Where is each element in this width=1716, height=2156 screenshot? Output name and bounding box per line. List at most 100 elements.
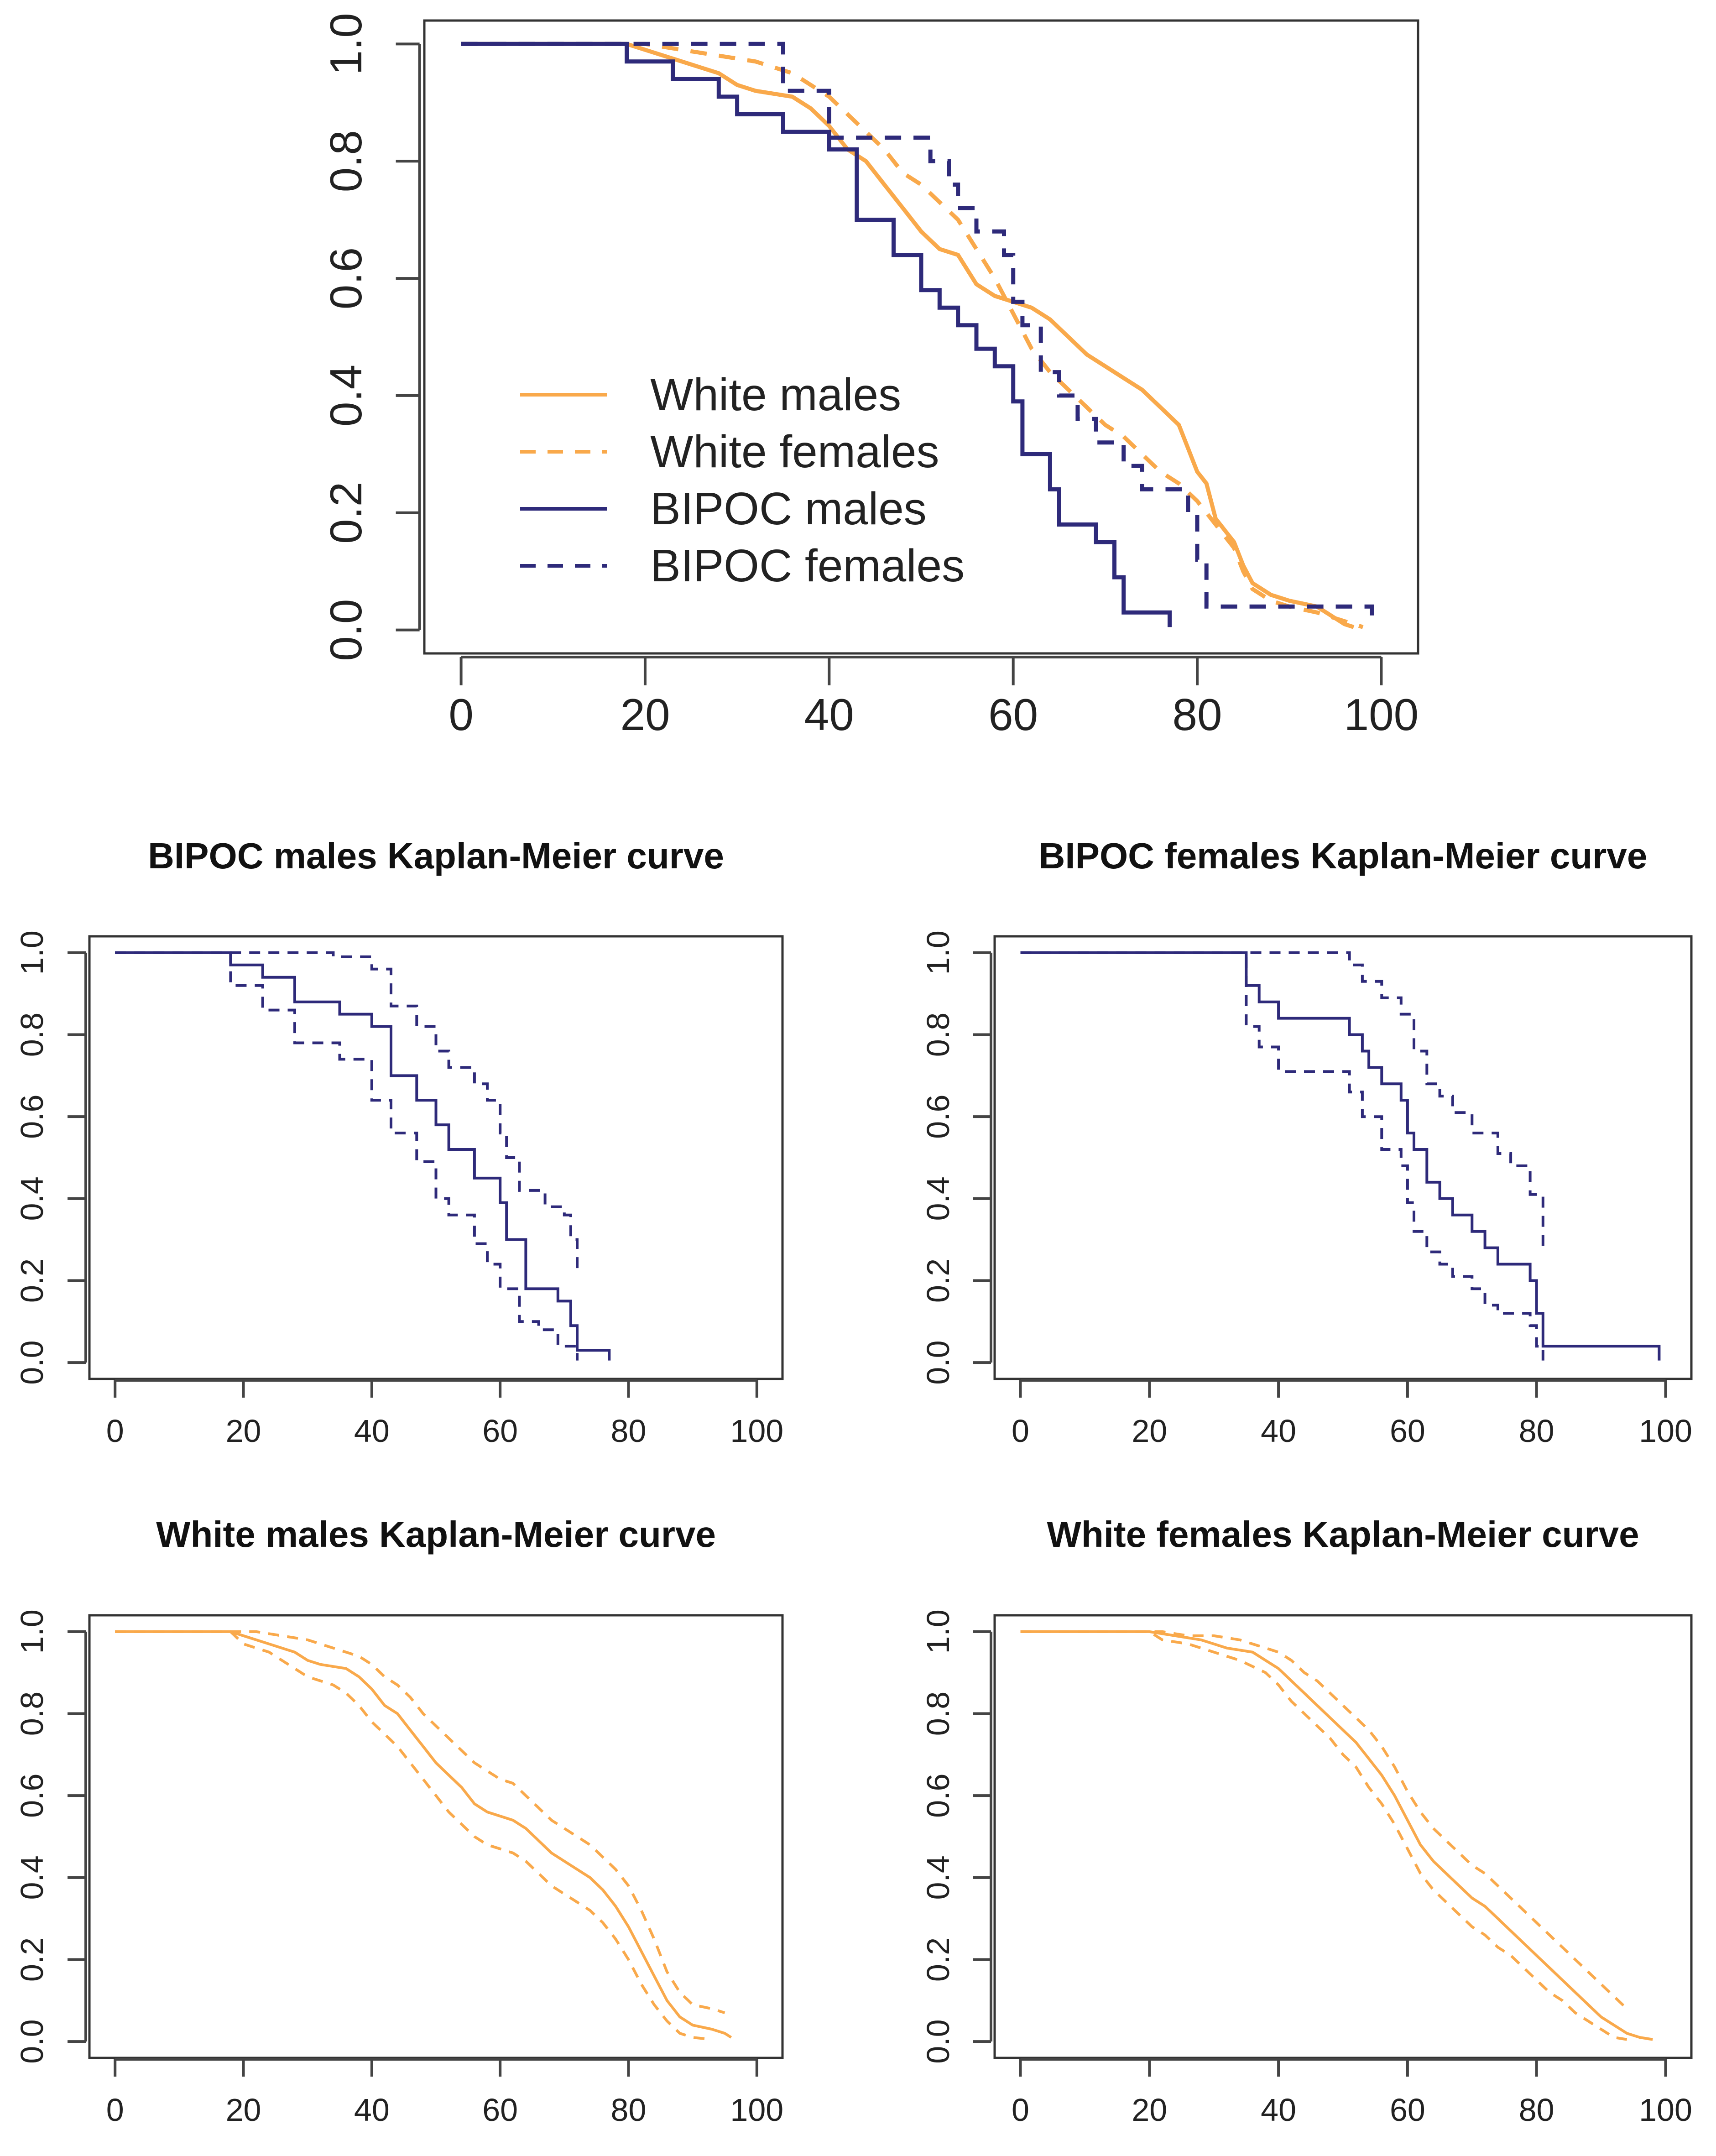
chart-title: BIPOC males Kaplan-Meier curve — [148, 835, 724, 876]
y-tick-label: 0.6 — [920, 1095, 956, 1139]
x-tick-label: 40 — [1261, 2092, 1296, 2128]
x-tick-label: 100 — [1639, 2092, 1692, 2128]
y-tick-label: 0.6 — [14, 1774, 50, 1818]
y-tick-label: 0.8 — [14, 1013, 50, 1057]
y-tick-label: 1.0 — [14, 930, 50, 975]
series-estimate — [1020, 1630, 1653, 2041]
x-tick-label: 100 — [730, 1413, 783, 1449]
panel-bipoc-males: BIPOC males Kaplan-Meier curve 0 20 40 60 80 1… — [14, 835, 784, 1449]
y-axis: 0.0 0.2 0.4 0.6 0.8 1.0 — [321, 13, 421, 661]
series-lower — [115, 951, 579, 1361]
legend-label: BIPOC males — [650, 483, 927, 534]
x-tick-label: 60 — [1390, 1413, 1425, 1449]
y-tick-label: 0.2 — [14, 1937, 50, 1982]
y-tick-label: 0.8 — [920, 1013, 956, 1057]
series-upper — [115, 1630, 725, 2015]
y-tick-label: 0.4 — [321, 365, 371, 427]
x-tick-label: 0 — [1012, 1413, 1029, 1449]
y-tick-label: 1.0 — [321, 13, 371, 75]
y-axis: 0.0 0.2 0.4 0.6 0.8 1.0 — [14, 930, 87, 1385]
series-lower — [115, 1630, 712, 2041]
x-tick-label: 20 — [1132, 2092, 1167, 2128]
x-tick-label: 20 — [226, 2092, 261, 2128]
y-tick-label: 0.2 — [920, 1937, 956, 1982]
chart-title: BIPOC females Kaplan-Meier curve — [1039, 835, 1648, 876]
x-tick-label: 80 — [1173, 689, 1222, 740]
panel-combined: 0 20 40 60 80 100 0.0 0.2 0.4 0.6 0.8 1.0 White male… — [321, 13, 1419, 740]
y-tick-label: 0.8 — [321, 130, 371, 192]
series-bipoc-females — [461, 42, 1374, 627]
y-tick-label: 0.0 — [321, 599, 371, 661]
x-axis: 0 20 40 60 80 100 — [106, 2058, 783, 2128]
x-tick-label: 60 — [482, 2092, 518, 2128]
panel-bipoc-females: BIPOC females Kaplan-Meier curve 0 20 40 60 8… — [920, 835, 1693, 1449]
series-estimate — [115, 1630, 732, 2039]
y-tick-label: 0.0 — [920, 1340, 956, 1384]
y-tick-label: 0.2 — [14, 1258, 50, 1303]
x-tick-label: 20 — [226, 1413, 261, 1449]
chart-title: White females Kaplan-Meier curve — [1047, 1514, 1639, 1555]
y-tick-label: 0.2 — [920, 1258, 956, 1303]
x-tick-label: 100 — [1344, 689, 1419, 740]
x-tick-label: 100 — [1639, 1413, 1692, 1449]
y-tick-label: 0.0 — [14, 2019, 50, 2063]
x-axis: 0 20 40 60 80 100 — [449, 656, 1419, 740]
x-tick-label: 80 — [611, 1413, 647, 1449]
series-upper — [1020, 1630, 1628, 2010]
y-tick-label: 0.8 — [14, 1691, 50, 1736]
x-tick-label: 20 — [1132, 1413, 1167, 1449]
y-tick-label: 0.6 — [321, 247, 371, 309]
y-axis: 0.0 0.2 0.4 0.6 0.8 1.0 — [920, 930, 992, 1385]
x-axis: 0 20 40 60 80 100 — [1012, 1379, 1692, 1449]
series-estimate — [115, 951, 611, 1361]
plot-frame — [423, 19, 1419, 655]
chart-title: White males Kaplan-Meier curve — [156, 1514, 716, 1555]
legend: White males White females BIPOC males BIPOC… — [520, 369, 965, 591]
x-tick-label: 40 — [354, 2092, 390, 2128]
x-tick-label: 60 — [482, 1413, 518, 1449]
x-tick-label: 40 — [804, 689, 854, 740]
x-tick-label: 40 — [354, 1413, 390, 1449]
x-tick-label: 80 — [1519, 1413, 1554, 1449]
x-tick-label: 0 — [1012, 2092, 1029, 2128]
x-tick-label: 100 — [730, 2092, 783, 2128]
x-tick-label: 80 — [611, 2092, 647, 2128]
x-tick-label: 0 — [449, 689, 474, 740]
x-axis: 0 20 40 60 80 100 — [1012, 2058, 1692, 2128]
legend-label: BIPOC females — [650, 540, 965, 591]
y-tick-label: 0.4 — [920, 1176, 956, 1221]
series-upper — [115, 951, 579, 1269]
x-tick-label: 40 — [1261, 1413, 1296, 1449]
y-axis: 0.0 0.2 0.4 0.6 0.8 1.0 — [920, 1609, 992, 2064]
y-tick-label: 0.8 — [920, 1691, 956, 1736]
y-axis: 0.0 0.2 0.4 0.6 0.8 1.0 — [14, 1609, 87, 2064]
series-estimate — [1020, 951, 1661, 1361]
x-tick-label: 60 — [1390, 2092, 1425, 2128]
series-lower — [1020, 951, 1544, 1361]
panel-white-females: White females Kaplan-Meier curve 0 20 40 60 8… — [920, 1514, 1693, 2128]
y-tick-label: 0.4 — [14, 1176, 50, 1221]
legend-label: White females — [650, 426, 939, 477]
series-upper — [1020, 951, 1544, 1252]
y-tick-label: 1.0 — [14, 1609, 50, 1654]
panel-white-males: White males Kaplan-Meier curve 0 20 40 60 80 1… — [14, 1514, 784, 2128]
y-tick-label: 0.0 — [14, 1340, 50, 1384]
x-tick-label: 60 — [988, 689, 1038, 740]
x-tick-label: 20 — [620, 689, 670, 740]
y-tick-label: 0.4 — [920, 1855, 956, 1900]
x-tick-label: 0 — [106, 1413, 124, 1449]
series-white-males — [461, 42, 1355, 629]
y-tick-label: 0.6 — [920, 1774, 956, 1818]
y-tick-label: 0.0 — [920, 2019, 956, 2063]
x-axis: 0 20 40 60 80 100 — [106, 1379, 783, 1449]
series-lower — [1020, 1630, 1627, 2041]
y-tick-label: 1.0 — [920, 1609, 956, 1654]
x-tick-label: 80 — [1519, 2092, 1554, 2128]
y-tick-label: 0.2 — [321, 482, 371, 544]
y-tick-label: 0.4 — [14, 1855, 50, 1900]
y-tick-label: 0.6 — [14, 1095, 50, 1139]
legend-label: White males — [650, 369, 901, 420]
series-bipoc-males — [461, 42, 1172, 627]
y-tick-label: 1.0 — [920, 930, 956, 975]
